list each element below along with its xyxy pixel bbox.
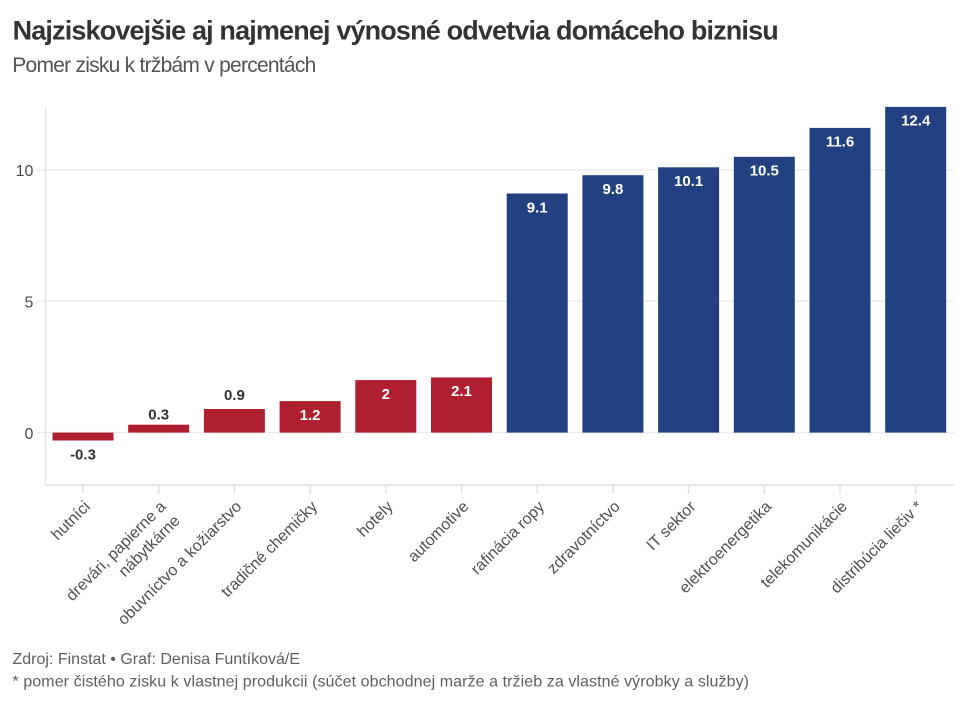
svg-text:Pomer zisku k tržbám v percent: Pomer zisku k tržbám v percentách (12, 54, 315, 77)
svg-text:1.2: 1.2 (300, 407, 321, 424)
svg-text:2: 2 (382, 386, 390, 403)
svg-text:11.6: 11.6 (826, 134, 854, 151)
svg-text:0.9: 0.9 (224, 387, 245, 404)
svg-text:0.3: 0.3 (148, 406, 169, 423)
svg-text:10: 10 (16, 163, 34, 180)
svg-text:10.5: 10.5 (750, 163, 779, 180)
svg-text:0: 0 (24, 426, 33, 443)
svg-text:9.1: 9.1 (527, 199, 548, 216)
svg-text:Zdroj: Finstat • Graf: Denisa: Zdroj: Finstat • Graf: Denisa Funtíková/… (13, 651, 300, 668)
svg-text:-0.3: -0.3 (70, 447, 96, 464)
svg-text:5: 5 (24, 295, 33, 312)
svg-text:9.8: 9.8 (602, 181, 623, 198)
svg-text:10.1: 10.1 (674, 173, 703, 190)
svg-text:2.1: 2.1 (451, 383, 472, 400)
svg-text:Najziskovejšie aj najmenej výn: Najziskovejšie aj najmenej výnosné odvet… (13, 16, 778, 46)
svg-text:12.4: 12.4 (901, 113, 931, 130)
svg-text:* pomer čistého zisku k vlastn: * pomer čistého zisku k vlastnej produkc… (13, 674, 750, 691)
